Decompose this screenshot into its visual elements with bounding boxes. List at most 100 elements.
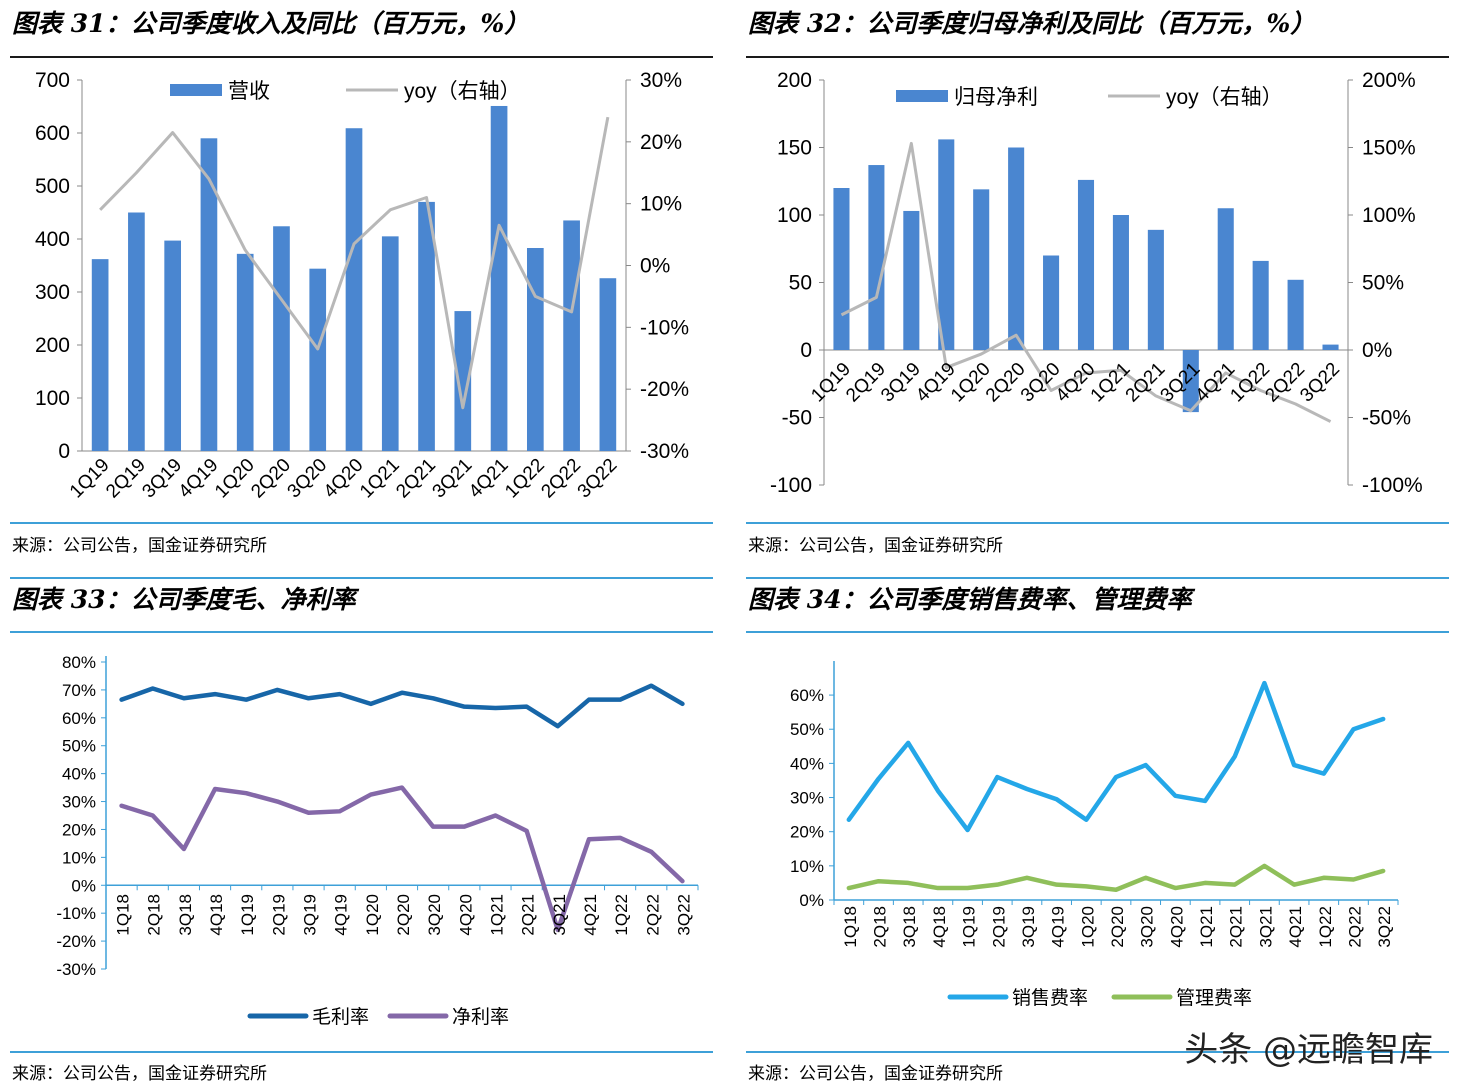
source-rule: [10, 1051, 713, 1053]
source-rule: [10, 522, 713, 524]
x-tick-label: 1Q19: [66, 455, 114, 503]
bar: [599, 278, 617, 451]
chart-source: 来源：公司公告，国金证券研究所: [12, 536, 267, 556]
bar: [273, 226, 290, 451]
x-tick-label: 3Q19: [138, 455, 186, 503]
y-tick-label: 60%: [790, 686, 824, 705]
x-tick-label: 1Q22: [1226, 359, 1274, 407]
y-tick-label: 500: [35, 175, 70, 198]
x-tick-label: 3Q20: [425, 894, 444, 936]
y2-tick-label: 0%: [640, 255, 670, 278]
x-tick-label: 3Q19: [301, 894, 320, 936]
bar: [1252, 260, 1269, 350]
y-tick-label: 0: [800, 339, 812, 362]
x-tick-label: 1Q22: [1316, 906, 1335, 948]
margin-chart: -30% -20% -10% 0% 10% 20% 30% 40% 50% 60% 70% 80% 毛利…: [56, 653, 699, 1028]
bar: [526, 248, 544, 451]
series-line: [846, 863, 1386, 893]
x-tick-label: 1Q19: [960, 906, 979, 948]
y-tick-label: -50: [782, 407, 812, 430]
y2-tick-label: -20%: [640, 378, 689, 401]
bar: [938, 139, 955, 350]
bar: [128, 212, 145, 451]
x-tick-label: 1Q18: [841, 906, 860, 948]
y-tick-label: -10%: [56, 904, 96, 923]
bar: [200, 138, 218, 452]
legend-bar-label: 营收: [228, 80, 270, 103]
title-rule: [746, 56, 1449, 58]
y-tick-label: 400: [35, 228, 70, 251]
y-tick-label: 0: [58, 440, 70, 463]
y-tick-label: 70%: [62, 681, 96, 700]
bar: [563, 220, 580, 451]
chart-title: 图表 32：公司季度归母净利及同比（百万元，%）: [748, 9, 1316, 38]
bar: [833, 188, 850, 350]
title-rule: [10, 631, 713, 633]
x-tick-label: 1Q19: [238, 894, 257, 936]
y-tick-label: 300: [35, 281, 70, 304]
net-profit-chart: -100 -50 0 50 100 150 200 -100% -50% 0% 50% 100% 150…: [770, 69, 1423, 497]
x-tick-label: 3Q22: [1296, 359, 1344, 407]
series-line: [846, 680, 1386, 833]
x-tick-label: 3Q22: [574, 455, 622, 503]
x-tick-label: 1Q20: [363, 894, 382, 936]
bar: [973, 189, 990, 350]
y2-tick-label: 30%: [640, 69, 682, 92]
y2-tick-label: 150%: [1362, 137, 1416, 160]
y-tick-label: -100: [770, 474, 812, 497]
x-tick-label: 1Q22: [612, 894, 631, 936]
bar: [345, 128, 363, 451]
y2-tick-label: -50%: [1362, 407, 1411, 430]
y-tick-label: 10%: [790, 857, 824, 876]
x-tick-label: 4Q19: [332, 894, 351, 936]
y-tick-label: 700: [35, 69, 70, 92]
x-tick-label: 3Q20: [284, 455, 332, 503]
y-tick-label: 50%: [62, 737, 96, 756]
x-tick-label: 1Q21: [1197, 906, 1216, 948]
x-tick-label: 3Q20: [1017, 359, 1065, 407]
y-tick-label: 50%: [790, 720, 824, 739]
y-tick-label: 10%: [62, 848, 96, 867]
bar: [1008, 147, 1025, 350]
bar: [1182, 350, 1199, 413]
y2-tick-label: 10%: [640, 193, 682, 216]
x-tick-label: 2Q22: [1345, 906, 1364, 948]
x-tick-label: 3Q20: [1138, 906, 1157, 948]
title-rule: [746, 631, 1449, 633]
revenue-chart: 0 100 200 300 400 500 600 700 -30% -20% -10% 0% 10% 2…: [35, 69, 689, 503]
y-tick-label: 40%: [62, 765, 96, 784]
bar: [1043, 255, 1060, 350]
x-tick-label: 1Q20: [1078, 906, 1097, 948]
y-tick-label: 80%: [62, 653, 96, 672]
x-tick-label: 2Q20: [394, 894, 413, 936]
x-tick-label: 3Q18: [176, 894, 195, 936]
x-tick-label: 2Q19: [842, 359, 890, 407]
y-tick-label: 0%: [71, 876, 96, 895]
y-tick-label: 150: [777, 137, 812, 160]
legend-label: 管理费率: [1176, 987, 1252, 1009]
bar: [490, 105, 508, 451]
bar: [91, 259, 109, 451]
bar: [1287, 279, 1304, 350]
x-tick-label: 4Q18: [930, 906, 949, 948]
y-tick-label: 200: [35, 334, 70, 357]
legend-line-label: yoy（右轴）: [1166, 86, 1283, 109]
x-tick-label: 1Q21: [487, 894, 506, 936]
x-tick-label: 4Q21: [581, 894, 600, 936]
bar: [1077, 179, 1095, 350]
legend-bar-label: 归母净利: [954, 86, 1038, 109]
x-tick-label: 2Q19: [989, 906, 1008, 948]
bar: [1322, 344, 1339, 350]
x-tick-label: 3Q21: [429, 455, 477, 503]
title-rule: [10, 56, 713, 58]
bar: [309, 268, 327, 451]
x-tick-label: 4Q18: [207, 894, 226, 936]
chart-title: 图表 34：公司季度销售费率、管理费率: [748, 585, 1192, 614]
bar: [1147, 229, 1164, 350]
source-rule: [746, 1051, 1449, 1053]
legend-label: 净利率: [452, 1006, 509, 1028]
legend-bar-swatch: [896, 90, 948, 102]
y2-tick-label: 100%: [1362, 204, 1416, 227]
x-tick-label: 2Q18: [871, 906, 890, 948]
y2-tick-label: 50%: [1362, 272, 1404, 295]
